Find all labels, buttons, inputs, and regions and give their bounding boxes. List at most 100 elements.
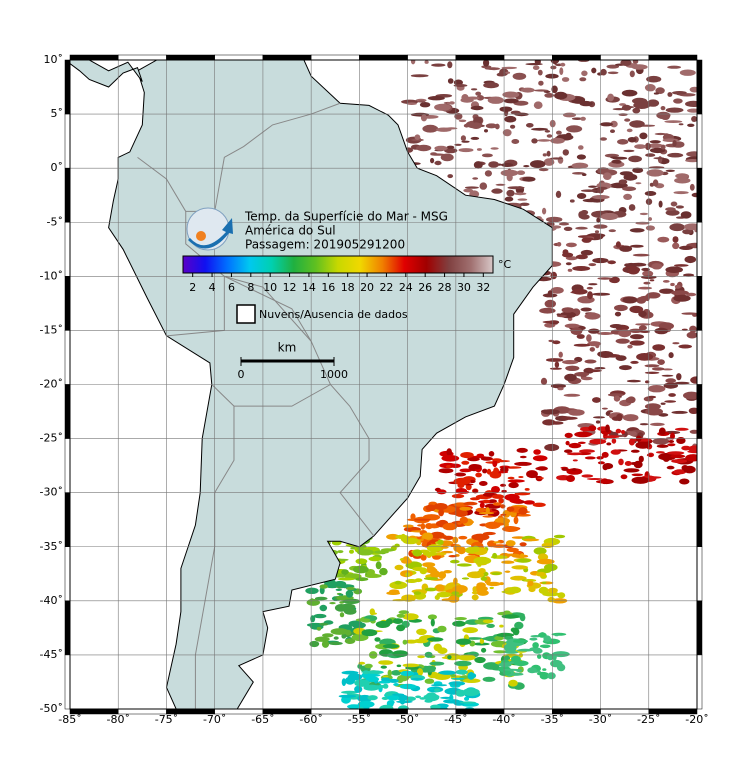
sst-patch <box>550 60 560 64</box>
sst-patch <box>532 455 548 462</box>
frame-segment <box>64 384 71 439</box>
sst-patch <box>655 87 665 94</box>
sst-patch <box>626 128 633 133</box>
sst-patch <box>623 193 632 200</box>
sst-patch <box>568 409 585 416</box>
sst-patch <box>345 586 356 591</box>
sst-patch <box>631 64 648 70</box>
sst-patch <box>452 536 459 544</box>
sst-patch <box>560 62 566 67</box>
frame-segment <box>64 654 71 710</box>
sst-patch <box>538 586 549 595</box>
sst-patch <box>543 158 555 166</box>
scale-label: 0 <box>238 368 245 381</box>
sst-patch <box>492 552 498 559</box>
sst-patch <box>588 263 597 267</box>
sst-patch <box>635 182 642 185</box>
sst-patch <box>564 323 580 329</box>
sst-patch <box>342 599 361 604</box>
colorbar-unit: °C <box>498 258 512 271</box>
sst-patch <box>410 60 416 65</box>
sst-patch <box>453 577 458 585</box>
sst-patch <box>459 516 469 524</box>
sst-patch <box>470 136 480 140</box>
sst-patch <box>510 110 521 115</box>
sst-patch <box>442 535 454 541</box>
sst-patch <box>652 438 670 445</box>
sst-patch <box>514 461 532 466</box>
sst-patch <box>434 160 442 166</box>
sst-patch <box>654 132 667 136</box>
sst-patch <box>429 687 434 690</box>
sst-patch <box>507 476 515 480</box>
frame-segment <box>214 708 264 715</box>
legend-swatch <box>236 304 256 324</box>
sst-patch <box>538 80 544 86</box>
sst-patch <box>337 550 344 554</box>
sst-patch <box>626 379 641 383</box>
sst-patch <box>519 455 527 459</box>
sst-patch <box>484 170 492 177</box>
sst-patch <box>421 532 433 540</box>
sst-patch <box>419 567 428 575</box>
sst-patch <box>526 123 534 128</box>
sst-patch <box>565 440 570 446</box>
sst-patch <box>536 671 549 676</box>
sst-patch <box>597 332 614 335</box>
sst-patch <box>623 468 640 473</box>
sst-patch <box>564 432 573 438</box>
frame-segment <box>69 708 119 715</box>
sst-patch <box>600 68 607 76</box>
sst-patch <box>403 556 410 560</box>
sst-patch <box>427 96 445 101</box>
sst-patch <box>451 591 460 596</box>
sst-patch <box>519 202 530 206</box>
sst-patch <box>552 340 561 345</box>
sst-patch <box>469 497 481 501</box>
x-tick-label: -85˚ <box>58 713 81 726</box>
sst-patch <box>635 102 641 109</box>
sst-patch <box>319 604 328 612</box>
sst-patch <box>440 153 454 162</box>
sst-patch <box>453 477 471 485</box>
sst-patch <box>391 670 402 676</box>
sst-patch <box>441 455 460 462</box>
sst-patch <box>527 580 534 587</box>
sst-patch <box>639 330 651 333</box>
sst-patch <box>607 410 614 413</box>
sst-patch <box>353 565 369 574</box>
sst-patch <box>473 556 492 565</box>
sst-patch <box>629 120 645 128</box>
sst-patch <box>305 587 319 594</box>
sst-patch <box>425 665 437 672</box>
sst-patch <box>580 249 594 256</box>
sst-patch <box>655 451 665 454</box>
sst-patch <box>328 641 343 646</box>
sst-patch <box>477 564 482 567</box>
sst-patch <box>566 125 583 133</box>
sst-patch <box>673 98 683 104</box>
sst-patch <box>440 696 452 700</box>
sst-patch <box>419 102 431 108</box>
sst-patch <box>475 507 487 513</box>
sst-patch <box>597 277 613 280</box>
sst-patch <box>415 695 421 699</box>
sst-patch <box>595 343 600 349</box>
sst-patch <box>446 145 455 149</box>
sst-patch <box>588 425 597 432</box>
sst-patch <box>574 431 592 438</box>
frame-segment <box>64 438 71 493</box>
sst-patch <box>491 188 503 194</box>
sst-patch <box>436 591 452 598</box>
sst-patch <box>478 537 483 544</box>
sst-patch <box>364 663 373 669</box>
sst-patch <box>522 538 540 542</box>
sst-patch <box>506 506 515 512</box>
sst-patch <box>479 481 488 486</box>
sst-patch <box>430 531 445 539</box>
sst-patch <box>623 173 638 181</box>
sst-patch <box>431 63 446 67</box>
sst-patch <box>665 266 683 274</box>
sst-patch <box>644 191 657 196</box>
sst-patch <box>463 188 474 193</box>
